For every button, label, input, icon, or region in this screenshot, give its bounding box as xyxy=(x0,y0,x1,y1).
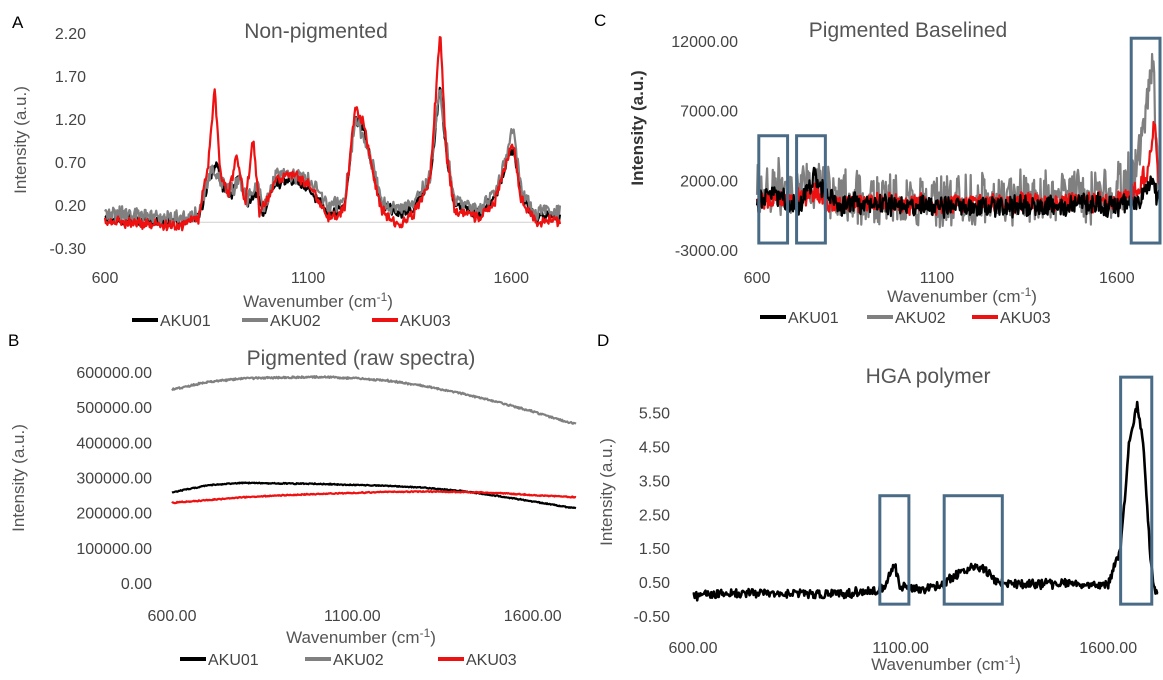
chart-a-ytick-label: 0.70 xyxy=(55,155,86,172)
chart-c-xlabel-main: Wavenumber (cm xyxy=(887,287,1021,306)
chart-d-ytick-label: -0.50 xyxy=(634,609,671,626)
chart-d-highlight-box xyxy=(1119,375,1154,606)
chart-b-ytick-label: 500000.00 xyxy=(76,400,152,417)
chart-a-series-aku03 xyxy=(103,36,562,232)
panel-label-d: D xyxy=(597,331,609,350)
chart-a-xlabel: Wavenumber (cm-1) xyxy=(243,290,393,311)
chart-d-ytick-label: 3.50 xyxy=(639,473,670,490)
chart-b-xtick-label: 600.00 xyxy=(148,608,197,625)
chart-c-highlight-box xyxy=(1129,36,1162,245)
legend-c-aku01-label: AKU01 xyxy=(788,310,839,327)
chart-b-title: Pigmented (raw spectra) xyxy=(247,347,476,370)
chart-d-ytick-label: 4.50 xyxy=(639,440,670,457)
chart-a-ylabel: Intensity (a.u.) xyxy=(11,86,30,194)
chart-b-xtick-label: 1600.00 xyxy=(504,608,562,625)
chart-c-xlabel: Wavenumber (cm-1) xyxy=(887,285,1037,306)
panel-label-b: B xyxy=(8,331,19,350)
chart-c-title: Pigmented Baselined xyxy=(809,19,1007,42)
chart-b-xlabel: Wavenumber (cm-1) xyxy=(286,626,436,647)
chart-a-title: Non-pigmented xyxy=(244,20,388,43)
panel-label-a: A xyxy=(12,13,24,32)
chart-a-xlabel-sup: -1 xyxy=(377,290,388,304)
chart-a-series-aku02 xyxy=(104,89,562,226)
chart-a-ytick-label: 0.20 xyxy=(55,198,86,215)
chart-b-ytick-label: 200000.00 xyxy=(76,506,152,523)
chart-b-series-aku02 xyxy=(171,375,577,425)
chart-d-xlabel-main: Wavenumber (cm xyxy=(871,655,1005,674)
chart-c-xlabel-sup: -1 xyxy=(1021,285,1032,299)
legend-b-aku03-label: AKU03 xyxy=(466,652,517,669)
panel-label-c: C xyxy=(594,11,606,30)
legend-a-aku01-label: AKU01 xyxy=(160,313,211,330)
legend-b-aku02-label: AKU02 xyxy=(333,652,384,669)
chart-c-ytick-label: 12000.00 xyxy=(671,34,738,51)
chart-d-xtick-label: 600.00 xyxy=(669,640,718,657)
chart-a-ytick-label: 1.20 xyxy=(55,112,86,129)
chart-b-ytick-label: 0.00 xyxy=(121,576,152,593)
chart-b-ylabel: Intensity (a.u.) xyxy=(9,424,28,532)
chart-a-ytick-label: 2.20 xyxy=(55,26,86,43)
chart-a-ytick-label: 1.70 xyxy=(55,69,86,86)
chart-d-highlight-box xyxy=(878,494,911,606)
chart-b-series-aku01 xyxy=(171,481,577,510)
chart-b-ytick-label: 100000.00 xyxy=(76,541,152,558)
legend-a-aku03-label: AKU03 xyxy=(400,313,451,330)
chart-d-xlabel-sup: -1 xyxy=(1005,653,1016,667)
chart-c-xlabel-end: ) xyxy=(1031,287,1037,306)
chart-a-xlabel-main: Wavenumber (cm xyxy=(243,292,377,311)
chart-a-xtick-label: 1600 xyxy=(493,270,529,287)
chart-a-xtick-label: 1100 xyxy=(291,270,326,287)
chart-c-highlight-box xyxy=(795,134,827,245)
chart-b-xtick-label: 1100.00 xyxy=(324,608,381,625)
chart-b-xlabel-main: Wavenumber (cm xyxy=(286,628,420,647)
chart-c-xtick-label: 600 xyxy=(744,270,771,287)
chart-a-xtick-label: 600 xyxy=(92,270,119,287)
chart-d-title: HGA polymer xyxy=(866,365,991,388)
chart-c-ytick-label: -3000.00 xyxy=(675,243,738,260)
chart-d-xlabel: Wavenumber (cm-1) xyxy=(871,653,1021,674)
chart-c-xtick-label: 1100 xyxy=(920,270,955,287)
chart-d-ytick-label: 5.50 xyxy=(639,406,670,423)
chart-d-series-hga-polymer xyxy=(692,400,1159,602)
chart-c-ytick-label: 7000.00 xyxy=(680,104,738,121)
chart-d-xlabel-end: ) xyxy=(1015,655,1021,674)
chart-c-highlight-box xyxy=(757,134,790,245)
chart-b-xlabel-sup: -1 xyxy=(420,626,431,640)
chart-d-xtick-label: 1100.00 xyxy=(872,640,929,657)
chart-c-ytick-label: 2000.00 xyxy=(680,173,738,190)
chart-d-xtick-label: 1600.00 xyxy=(1079,640,1137,657)
chart-b-xlabel-end: ) xyxy=(430,628,436,647)
chart-d-ytick-label: 1.50 xyxy=(639,541,670,558)
chart-a-ytick-label: -0.30 xyxy=(50,241,87,258)
chart-d-ytick-label: 0.50 xyxy=(639,575,670,592)
chart-c-ylabel: Intensity (a.u.) xyxy=(628,70,647,185)
legend-a-aku02-label: AKU02 xyxy=(270,313,321,330)
chart-d-ytick-label: 2.50 xyxy=(639,507,670,524)
chart-d-highlight-box xyxy=(942,494,1004,606)
chart-c-xtick-label: 1600 xyxy=(1099,270,1135,287)
chart-d-ylabel: Intensity (a.u.) xyxy=(597,438,616,546)
chart-b-ytick-label: 600000.00 xyxy=(76,365,152,382)
legend-b-aku01-label: AKU01 xyxy=(208,652,259,669)
chart-b-series-aku03 xyxy=(171,490,577,505)
chart-b-ytick-label: 300000.00 xyxy=(76,471,152,488)
chart-a-xlabel-end: ) xyxy=(387,292,393,311)
legend-c-aku03-label: AKU03 xyxy=(1000,310,1051,327)
legend-c-aku02-label: AKU02 xyxy=(895,310,946,327)
chart-b-ytick-label: 400000.00 xyxy=(76,435,152,452)
